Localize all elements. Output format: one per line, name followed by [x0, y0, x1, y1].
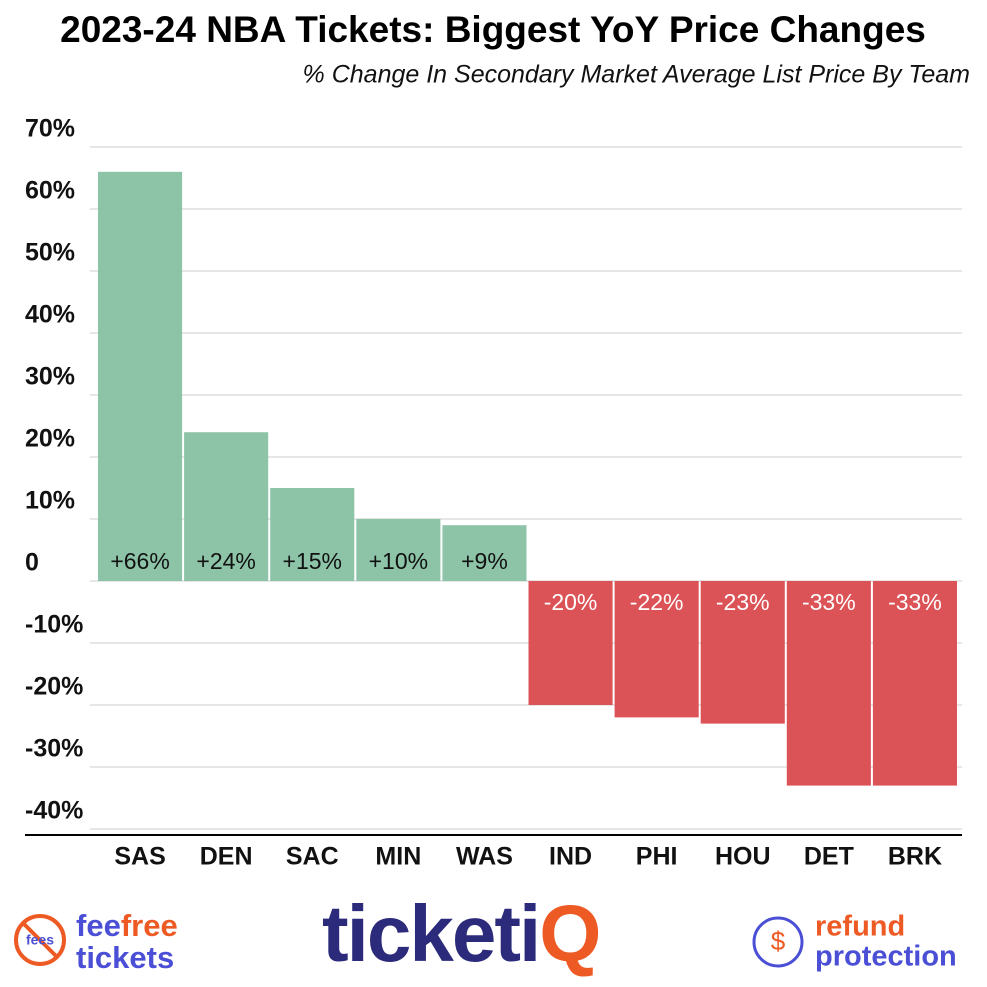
bar	[356, 519, 441, 581]
tickets-logo: tickets	[76, 940, 174, 975]
bar	[786, 581, 871, 786]
value-label: -33%	[802, 589, 856, 615]
bar	[528, 581, 613, 705]
logo-part: fee	[76, 908, 121, 943]
value-label: +10%	[369, 548, 428, 574]
protection-logo: protection	[815, 941, 957, 973]
bar	[98, 171, 183, 582]
y-tick-label: 30%	[25, 363, 75, 391]
bar	[700, 581, 785, 724]
x-tick-label: SAC	[286, 843, 339, 871]
y-tick-label: -40%	[25, 797, 83, 825]
x-tick-label: PHI	[636, 843, 678, 871]
value-label: +66%	[110, 548, 169, 574]
value-label: -20%	[544, 589, 598, 615]
fees-icon-slash	[21, 921, 59, 959]
y-tick-label: -20%	[25, 673, 83, 701]
feefree-logo: feefree	[76, 908, 178, 943]
chart-subtitle: % Change In Secondary Market Average Lis…	[303, 61, 970, 89]
x-tick-label: DET	[804, 843, 854, 871]
y-tick-label: 20%	[25, 425, 75, 453]
value-label: +9%	[461, 548, 508, 574]
value-label: -33%	[888, 589, 942, 615]
refund-logo: refund	[815, 911, 905, 943]
bar	[614, 581, 699, 718]
y-tick-label: 10%	[25, 487, 75, 515]
x-tick-label: MIN	[375, 843, 421, 871]
x-tick-label: HOU	[715, 843, 771, 871]
refund-icon	[752, 916, 804, 968]
bar	[872, 581, 957, 786]
fees-icon-text: fees	[26, 932, 54, 948]
value-label: -22%	[630, 589, 684, 615]
y-tick-label: 40%	[25, 301, 75, 329]
y-tick-label: 0	[25, 549, 39, 577]
x-tick-label: WAS	[456, 843, 513, 871]
y-tick-label: 70%	[25, 115, 75, 143]
bar	[442, 525, 527, 581]
y-tick-label: 50%	[25, 239, 75, 267]
y-tick-label: -10%	[25, 611, 83, 639]
x-tick-label: SAS	[114, 843, 165, 871]
ticketiq-logo: ticketiQ	[322, 889, 599, 978]
x-tick-label: BRK	[888, 843, 942, 871]
plot: 70% 60% 50% 40% 30% 20% 10% 0 -10% -20% -30% -40% SA…	[25, 115, 962, 871]
x-tick-label: DEN	[200, 843, 253, 871]
bar	[184, 432, 269, 581]
bar	[270, 488, 355, 581]
value-label: +24%	[196, 548, 255, 574]
footer: fees feefree tickets ticketiQ $ refund p…	[14, 889, 957, 978]
y-tick-label: -30%	[25, 735, 83, 763]
fees-icon	[14, 914, 66, 966]
y-tick-label: 60%	[25, 177, 75, 205]
x-tick-label: IND	[549, 843, 592, 871]
logo-part: free	[121, 908, 178, 943]
chart-title: 2023-24 NBA Tickets: Biggest YoY Price C…	[60, 9, 926, 50]
logo-part: ticketi	[322, 889, 539, 978]
logo-part: Q	[539, 889, 599, 978]
refund-icon-text: $	[771, 926, 786, 956]
value-label: -23%	[716, 589, 770, 615]
value-label: +15%	[283, 548, 342, 574]
